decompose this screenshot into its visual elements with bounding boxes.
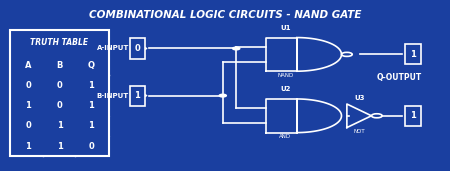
FancyBboxPatch shape bbox=[130, 38, 145, 59]
Text: 1: 1 bbox=[88, 81, 94, 90]
Text: 1: 1 bbox=[135, 91, 140, 100]
Circle shape bbox=[219, 94, 226, 97]
FancyBboxPatch shape bbox=[405, 44, 421, 64]
Text: 1: 1 bbox=[410, 111, 416, 120]
Text: Q-OUTPUT: Q-OUTPUT bbox=[377, 73, 422, 82]
Text: Q: Q bbox=[87, 61, 94, 70]
Text: U1: U1 bbox=[280, 25, 291, 31]
Text: 1: 1 bbox=[88, 121, 94, 130]
FancyBboxPatch shape bbox=[405, 106, 421, 126]
Text: 1: 1 bbox=[88, 101, 94, 110]
Text: 1: 1 bbox=[57, 121, 63, 130]
Text: 1: 1 bbox=[25, 142, 31, 150]
Text: AND: AND bbox=[279, 134, 292, 139]
FancyBboxPatch shape bbox=[10, 30, 109, 156]
Text: A: A bbox=[25, 61, 32, 70]
Circle shape bbox=[233, 47, 240, 50]
Text: NOT: NOT bbox=[353, 129, 365, 134]
Text: B-INPUT: B-INPUT bbox=[97, 93, 129, 99]
Text: 0: 0 bbox=[25, 81, 31, 90]
Text: TRUTH TABLE: TRUTH TABLE bbox=[31, 38, 89, 47]
FancyBboxPatch shape bbox=[130, 86, 145, 106]
Text: U3: U3 bbox=[354, 95, 364, 101]
Text: 0: 0 bbox=[57, 101, 63, 110]
Text: 0: 0 bbox=[57, 81, 63, 90]
Text: COMBINATIONAL LOGIC CIRCUITS - NAND GATE: COMBINATIONAL LOGIC CIRCUITS - NAND GATE bbox=[89, 10, 361, 20]
Text: 0: 0 bbox=[135, 44, 140, 53]
Text: A-INPUT: A-INPUT bbox=[96, 45, 129, 51]
Text: 1: 1 bbox=[57, 142, 63, 150]
Text: NAND: NAND bbox=[277, 73, 293, 78]
Text: B: B bbox=[56, 61, 63, 70]
Text: U2: U2 bbox=[280, 86, 291, 92]
Text: 0: 0 bbox=[88, 142, 94, 150]
Text: 1: 1 bbox=[410, 50, 416, 59]
Text: 1: 1 bbox=[25, 101, 31, 110]
Text: 0: 0 bbox=[25, 121, 31, 130]
